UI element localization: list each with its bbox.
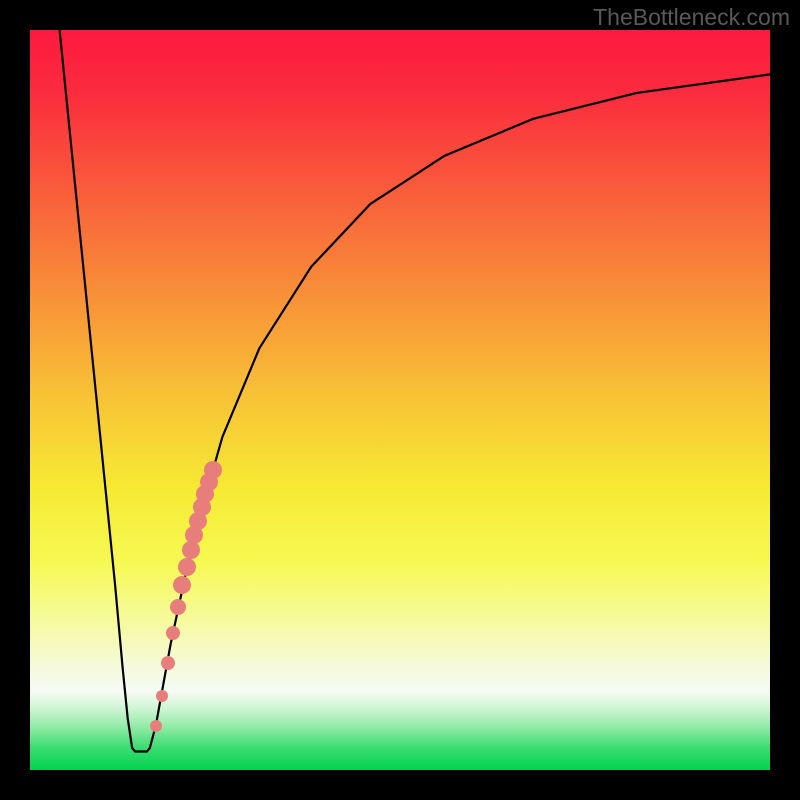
markers-layer: [30, 30, 770, 770]
data-marker: [166, 626, 180, 640]
data-marker: [170, 599, 186, 615]
data-marker: [204, 461, 222, 479]
chart-frame: TheBottleneck.com: [0, 0, 800, 800]
data-marker: [161, 656, 175, 670]
plot-area: [30, 30, 770, 770]
data-marker: [182, 541, 200, 559]
data-marker: [156, 690, 168, 702]
data-marker: [178, 558, 196, 576]
data-marker: [173, 576, 191, 594]
data-marker: [150, 720, 162, 732]
attribution-text: TheBottleneck.com: [593, 4, 790, 31]
